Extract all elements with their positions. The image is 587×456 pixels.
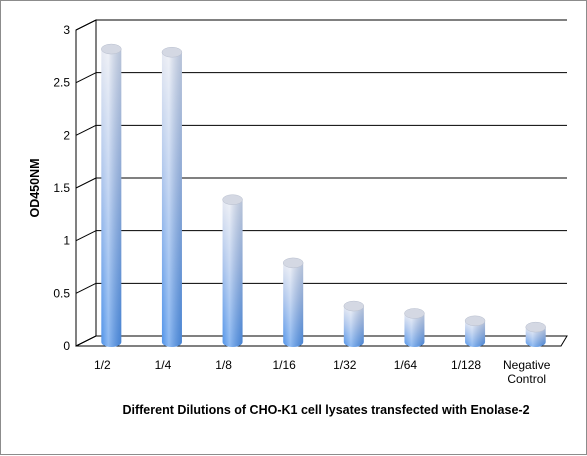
bar-top [404,308,425,319]
bar [525,321,546,348]
y-tick-label: 2 [63,128,70,142]
x-tick-label: Negative [503,358,551,372]
bar-top [464,315,486,327]
x-tick-label: 1/2 [94,358,111,372]
x-tick-label: 1/16 [273,358,297,372]
x-tick-label: 1/32 [333,358,357,372]
gridline-diagonal [75,19,97,31]
bar-shading [525,327,546,348]
bar [282,257,304,348]
bar [222,194,243,348]
x-axis-title: Different Dilutions of CHO-K1 cell lysat… [122,403,529,417]
gridlines [75,19,567,347]
bar-shading [222,199,243,348]
y-tick-label: 0.5 [53,286,70,300]
y-tick-label: 1.5 [53,181,70,195]
bar-shading [465,320,486,348]
x-tick-label: 1/4 [155,358,172,372]
bar [343,300,365,348]
gridline-diagonal [75,124,97,136]
y-axis-title: OD450NM [28,158,42,217]
bar-top [525,321,546,333]
bar-shading [343,306,364,348]
x-tick-label: 1/64 [394,358,418,372]
bar [404,308,425,348]
y-tick-label: 2.5 [53,76,70,90]
plot-back-wall [75,19,568,347]
gridline-diagonal [75,230,97,242]
gridline-diagonal [75,282,97,294]
bar [161,46,183,348]
bar-shading [404,313,425,348]
y-tick-label: 3 [63,23,70,37]
gridline-diagonal [75,335,97,347]
y-tick-label: 0 [63,339,70,353]
bar-top [101,43,122,55]
y-tick-labels: 0 0.5 1 1.5 2 2.5 3 [53,23,70,353]
bar-top [282,257,304,269]
bar-top [161,46,183,58]
plot-floor [76,335,568,347]
bar-top [222,194,243,205]
bar-shading [283,262,304,348]
gridline-diagonal [75,177,97,189]
x-tick-label: 1/128 [451,358,481,372]
x-tick-labels: 1/2 1/4 1/8 1/16 1/32 1/64 1/128 NegativeContro… [94,358,551,386]
x-tick-label: Control [507,372,546,386]
bar-top [343,300,365,312]
bar-shading [101,49,122,348]
bar [464,315,486,348]
x-tick-label: 1/8 [215,358,232,372]
bar [101,43,122,348]
bar-shading [161,52,182,348]
y-tick-label: 1 [63,234,70,248]
gridline-diagonal [75,72,97,84]
bars [101,43,546,348]
